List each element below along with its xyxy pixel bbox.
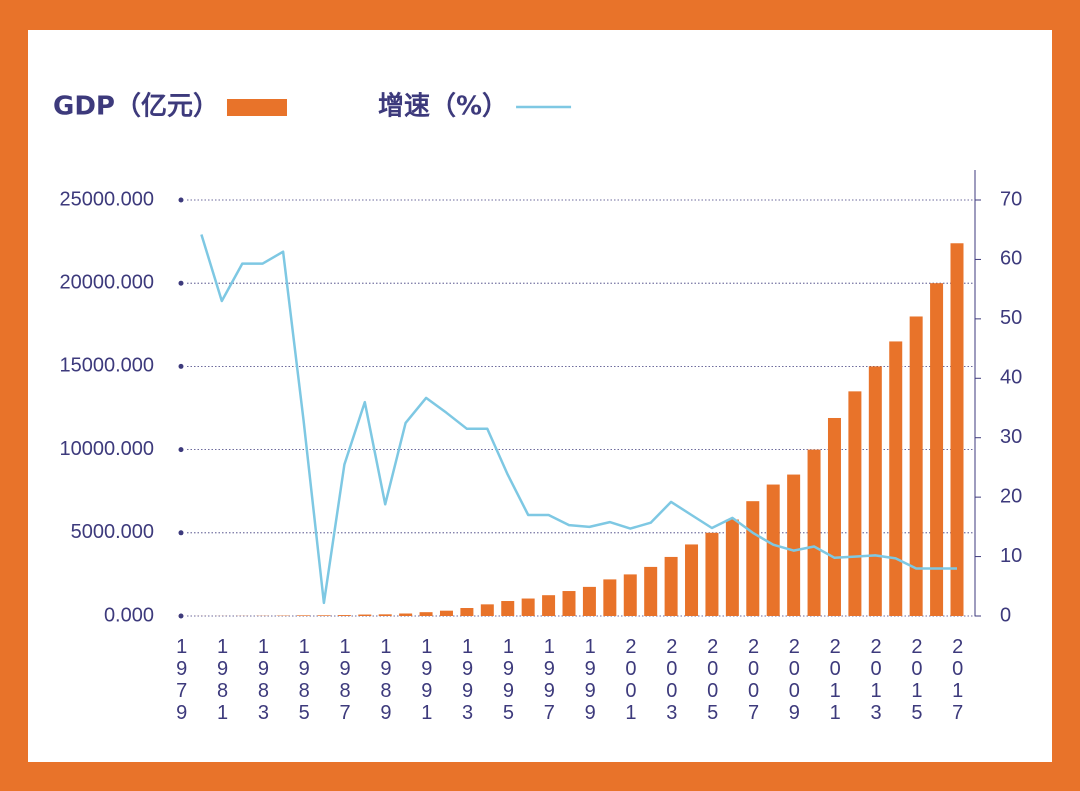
bar [685,544,699,616]
bar [787,474,801,616]
bar [399,613,413,616]
bar [930,283,944,616]
bar [827,417,841,616]
y-tick-label: 5000.000 [71,521,154,543]
x-tick-label: 2013 [865,636,887,724]
legend-label: 增速（%） [378,91,508,122]
x-tick-label: 1981 [212,636,234,724]
y-tick-label: 15000.000 [59,355,154,377]
x-tick-label: 1983 [252,636,274,724]
bar [317,615,331,616]
x-tick-label: 2011 [824,636,846,724]
y2-tick-label: 40 [1000,367,1022,389]
bar [378,614,392,616]
y2-tick-label: 50 [1000,307,1022,329]
y2-tick-label: 30 [1000,426,1022,448]
bar [705,532,719,616]
y-tick-dot [178,530,184,536]
bar [848,391,862,616]
y2-tick-label: 0 [1000,604,1011,626]
bar [644,566,658,616]
x-tick-label: 2009 [783,636,805,724]
x-tick-label: 1987 [334,636,356,724]
bar [868,366,882,616]
x-tick-label: 1985 [293,636,315,724]
bar [909,316,923,616]
bar [521,598,535,616]
bar [480,604,494,616]
bar [623,574,637,616]
x-tick-label: 2017 [947,636,969,724]
bar [460,608,474,616]
y2-tick-label: 10 [1000,545,1022,567]
y-tick-label: 25000.000 [59,188,154,210]
bar [419,612,433,616]
bar [358,614,372,616]
bar [664,556,678,616]
y2-tick-label: 20 [1000,485,1022,507]
x-tick-label: 2007 [743,636,765,724]
x-tick-label: 1997 [538,636,560,724]
x-tick-label: 2003 [661,636,683,724]
x-tick-label: 1993 [457,636,479,724]
x-tick-label: 2005 [702,636,724,724]
growth-line [200,234,957,605]
x-tick-label: 1991 [416,636,438,724]
x-tick-label: 1989 [375,636,397,724]
bar [807,449,821,616]
y-tick-label: 10000.000 [59,438,154,460]
legend-swatch [226,99,287,116]
y-tick-dot [178,363,184,369]
x-tick-label: 2015 [906,636,928,724]
y-tick-label: 0.000 [104,604,154,626]
x-tick-label: 1979 [171,636,193,724]
bar [766,484,780,616]
bar [603,579,617,616]
y2-tick-label: 70 [1000,188,1022,210]
legend-label: GDP（亿元） [53,92,219,122]
bar [297,615,311,616]
y2-tick-label: 60 [1000,248,1022,270]
bar [439,610,453,616]
bar [950,243,964,616]
y-tick-dot [178,447,184,453]
y-tick-dot [178,280,184,286]
bar [746,501,760,616]
bar [725,519,739,616]
bar [889,341,903,616]
x-tick-label: 1999 [579,636,601,724]
bar [542,595,556,616]
x-tick-label: 2001 [620,636,642,724]
bar [501,601,515,616]
y-tick-dot [178,197,184,203]
y-tick-label: 20000.000 [59,271,154,293]
bar [337,615,351,616]
x-tick-label: 1995 [497,636,519,724]
bar [562,591,576,616]
bar [582,586,596,616]
